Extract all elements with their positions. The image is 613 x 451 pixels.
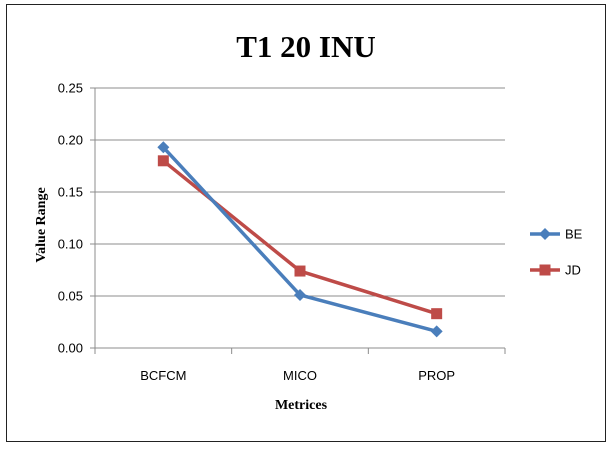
x-tick-label: MICO [283,368,317,383]
y-tick-label: 0.20 [58,133,83,148]
legend-item-jd: JD [530,263,581,278]
x-tick-labels: BCFCM MICO PROP [140,368,455,383]
x-tick-label: PROP [418,368,455,383]
legend-label: BE [565,227,583,242]
y-axis-label: Value Range [34,187,49,262]
series-line-be [162,146,438,334]
chart-frame [6,4,606,442]
y-tick-label: 0.10 [58,237,83,252]
y-tick-label: 0.15 [58,185,83,200]
legend-item-be: BE [530,227,583,242]
legend-marker [539,264,551,276]
series-be [157,141,443,338]
chart-title: T1 20 INU [236,29,376,64]
data-point-jd [157,155,169,167]
data-point-jd [431,308,443,320]
y-tick-label: 0.25 [58,81,83,96]
legend-marker [539,228,551,240]
data-point-be [157,141,170,154]
y-tick-labels: 0.00 0.05 0.10 0.15 0.20 0.25 [58,81,83,356]
x-axis-label: Metrices [275,398,328,413]
legend-label: JD [565,263,581,278]
legend: BE JD [530,227,583,278]
data-point-be [430,325,443,338]
axes [90,87,506,354]
y-tick-label: 0.05 [58,289,83,304]
x-tick-label: BCFCM [140,368,186,383]
gridlines [95,87,505,297]
y-tick-label: 0.00 [58,341,83,356]
data-point-be [294,288,306,301]
data-point-jd [294,265,306,277]
series-group [157,141,443,338]
